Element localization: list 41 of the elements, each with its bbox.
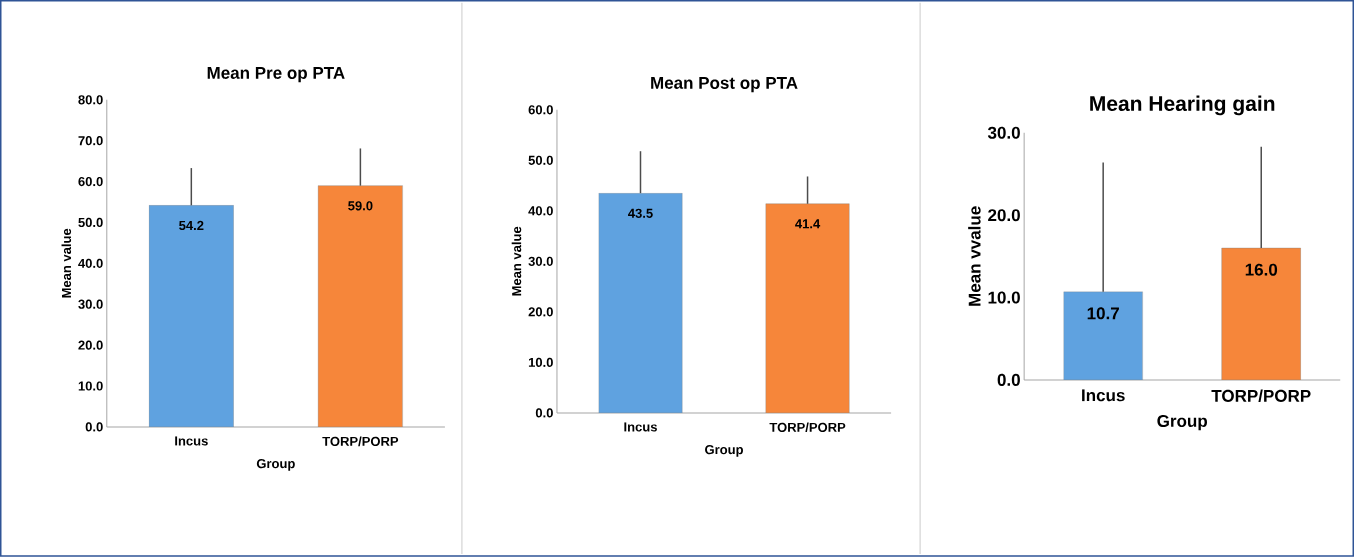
x-tick-label: Incus	[175, 436, 208, 446]
x-tick-label: TORP/PORP	[322, 436, 399, 447]
x-axis-title: Group	[1157, 415, 1208, 431]
y-tick-label: 0.0	[997, 374, 1020, 387]
y-axis-title: Mean value	[61, 228, 72, 298]
y-tick-label: 20.0	[78, 340, 103, 350]
x-tick-label: TORP/PORP	[1211, 389, 1311, 403]
y-tick-label: 0.0	[535, 408, 553, 418]
y-axis-title: Mean value	[511, 226, 522, 296]
x-tick-label: TORP/PORP	[769, 422, 846, 433]
y-tick-label: 30.0	[78, 299, 103, 309]
data-label: 43.5	[628, 208, 653, 219]
data-label: 16.0	[1245, 263, 1278, 276]
y-tick-label: 10.0	[78, 381, 103, 391]
y-tick-label: 60.0	[528, 105, 553, 115]
x-tick-label: Incus	[1082, 389, 1125, 402]
y-tick-label: 40.0	[78, 258, 103, 269]
data-label: 54.2	[179, 220, 204, 231]
y-tick-label: 30.0	[528, 256, 553, 267]
x-axis-title: Group	[256, 459, 295, 471]
x-tick-label: Incus	[624, 422, 657, 432]
y-tick-label: 20.0	[528, 307, 553, 317]
data-label: 10.7	[1087, 307, 1119, 320]
y-tick-label: 0.0	[85, 422, 103, 432]
y-axis-title: Mean vvalue	[968, 206, 981, 306]
x-axis-title: Group	[705, 445, 743, 457]
y-tick-label: 80.0	[78, 95, 103, 105]
y-tick-label: 40.0	[528, 206, 553, 216]
y-tick-label: 70.0	[78, 136, 103, 146]
chart-title: Mean Pre op PTA	[207, 67, 345, 83]
chart-title: Mean Post op PTA	[651, 77, 798, 93]
y-tick-label: 10.0	[528, 357, 553, 368]
chart-title: Mean Hearing gain	[1090, 95, 1275, 116]
y-tick-label: 50.0	[528, 155, 553, 166]
y-tick-label: 20.0	[988, 209, 1020, 222]
y-tick-label: 60.0	[78, 177, 103, 187]
y-tick-label: 10.0	[988, 291, 1020, 304]
y-tick-label: 50.0	[78, 217, 103, 228]
y-tick-label: 30.0	[987, 126, 1020, 139]
data-label: 59.0	[348, 201, 373, 211]
data-label: 41.4	[795, 219, 821, 229]
